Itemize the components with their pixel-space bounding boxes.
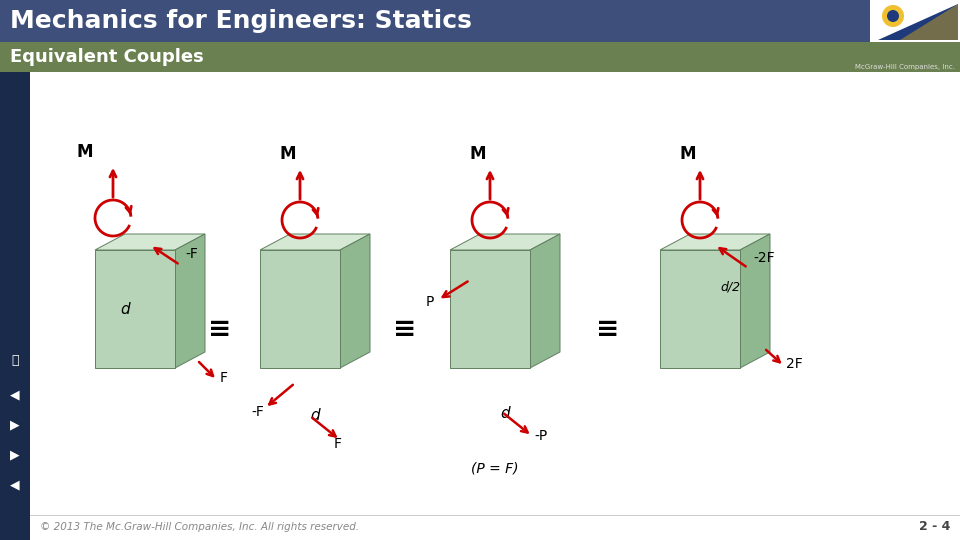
Text: M: M xyxy=(279,145,297,163)
Text: ◀: ◀ xyxy=(11,388,20,402)
Text: 2 - 4: 2 - 4 xyxy=(919,521,950,534)
Text: ▶: ▶ xyxy=(11,418,20,431)
Polygon shape xyxy=(740,234,770,368)
Polygon shape xyxy=(660,234,770,250)
Text: © 2013 The Mc.Graw-Hill Companies, Inc. All rights reserved.: © 2013 The Mc.Graw-Hill Companies, Inc. … xyxy=(40,522,359,532)
Polygon shape xyxy=(878,4,958,40)
Text: M: M xyxy=(680,145,696,163)
Text: -F: -F xyxy=(252,405,264,419)
Circle shape xyxy=(887,10,899,22)
Text: Mechanics for Engineers: Statics: Mechanics for Engineers: Statics xyxy=(10,9,472,33)
Circle shape xyxy=(882,5,904,27)
Polygon shape xyxy=(95,234,205,250)
Text: McGraw-Hill Companies, Inc.: McGraw-Hill Companies, Inc. xyxy=(855,64,955,70)
Text: ≡: ≡ xyxy=(596,315,619,343)
Text: -F: -F xyxy=(185,247,198,261)
Text: -P: -P xyxy=(534,429,547,443)
Polygon shape xyxy=(450,234,560,250)
Bar xyxy=(0,72,30,540)
Text: d: d xyxy=(500,407,510,422)
Polygon shape xyxy=(340,234,370,368)
Text: ▶: ▶ xyxy=(11,449,20,462)
Text: -2F: -2F xyxy=(753,251,775,265)
Text: P: P xyxy=(426,295,434,309)
Polygon shape xyxy=(450,250,530,368)
Text: M: M xyxy=(77,143,93,161)
Text: ≡: ≡ xyxy=(208,315,231,343)
Bar xyxy=(0,0,960,42)
Polygon shape xyxy=(900,4,958,40)
Text: F: F xyxy=(334,437,342,451)
Text: M: M xyxy=(469,145,487,163)
Text: Equivalent Couples: Equivalent Couples xyxy=(10,48,204,66)
Polygon shape xyxy=(175,234,205,368)
Text: 🏠: 🏠 xyxy=(12,354,19,367)
Text: ≡: ≡ xyxy=(394,315,417,343)
Text: d: d xyxy=(120,301,130,316)
Polygon shape xyxy=(530,234,560,368)
Polygon shape xyxy=(260,234,370,250)
Bar xyxy=(870,0,960,42)
Text: d: d xyxy=(310,408,320,423)
Bar xyxy=(30,72,960,540)
Text: d/2: d/2 xyxy=(720,280,740,293)
Polygon shape xyxy=(95,250,175,368)
Text: 2F: 2F xyxy=(786,357,803,371)
Polygon shape xyxy=(660,250,740,368)
Text: F: F xyxy=(220,371,228,385)
Text: ◀: ◀ xyxy=(11,478,20,491)
Polygon shape xyxy=(260,250,340,368)
Text: (P = F): (P = F) xyxy=(471,461,518,475)
Bar xyxy=(0,42,960,72)
